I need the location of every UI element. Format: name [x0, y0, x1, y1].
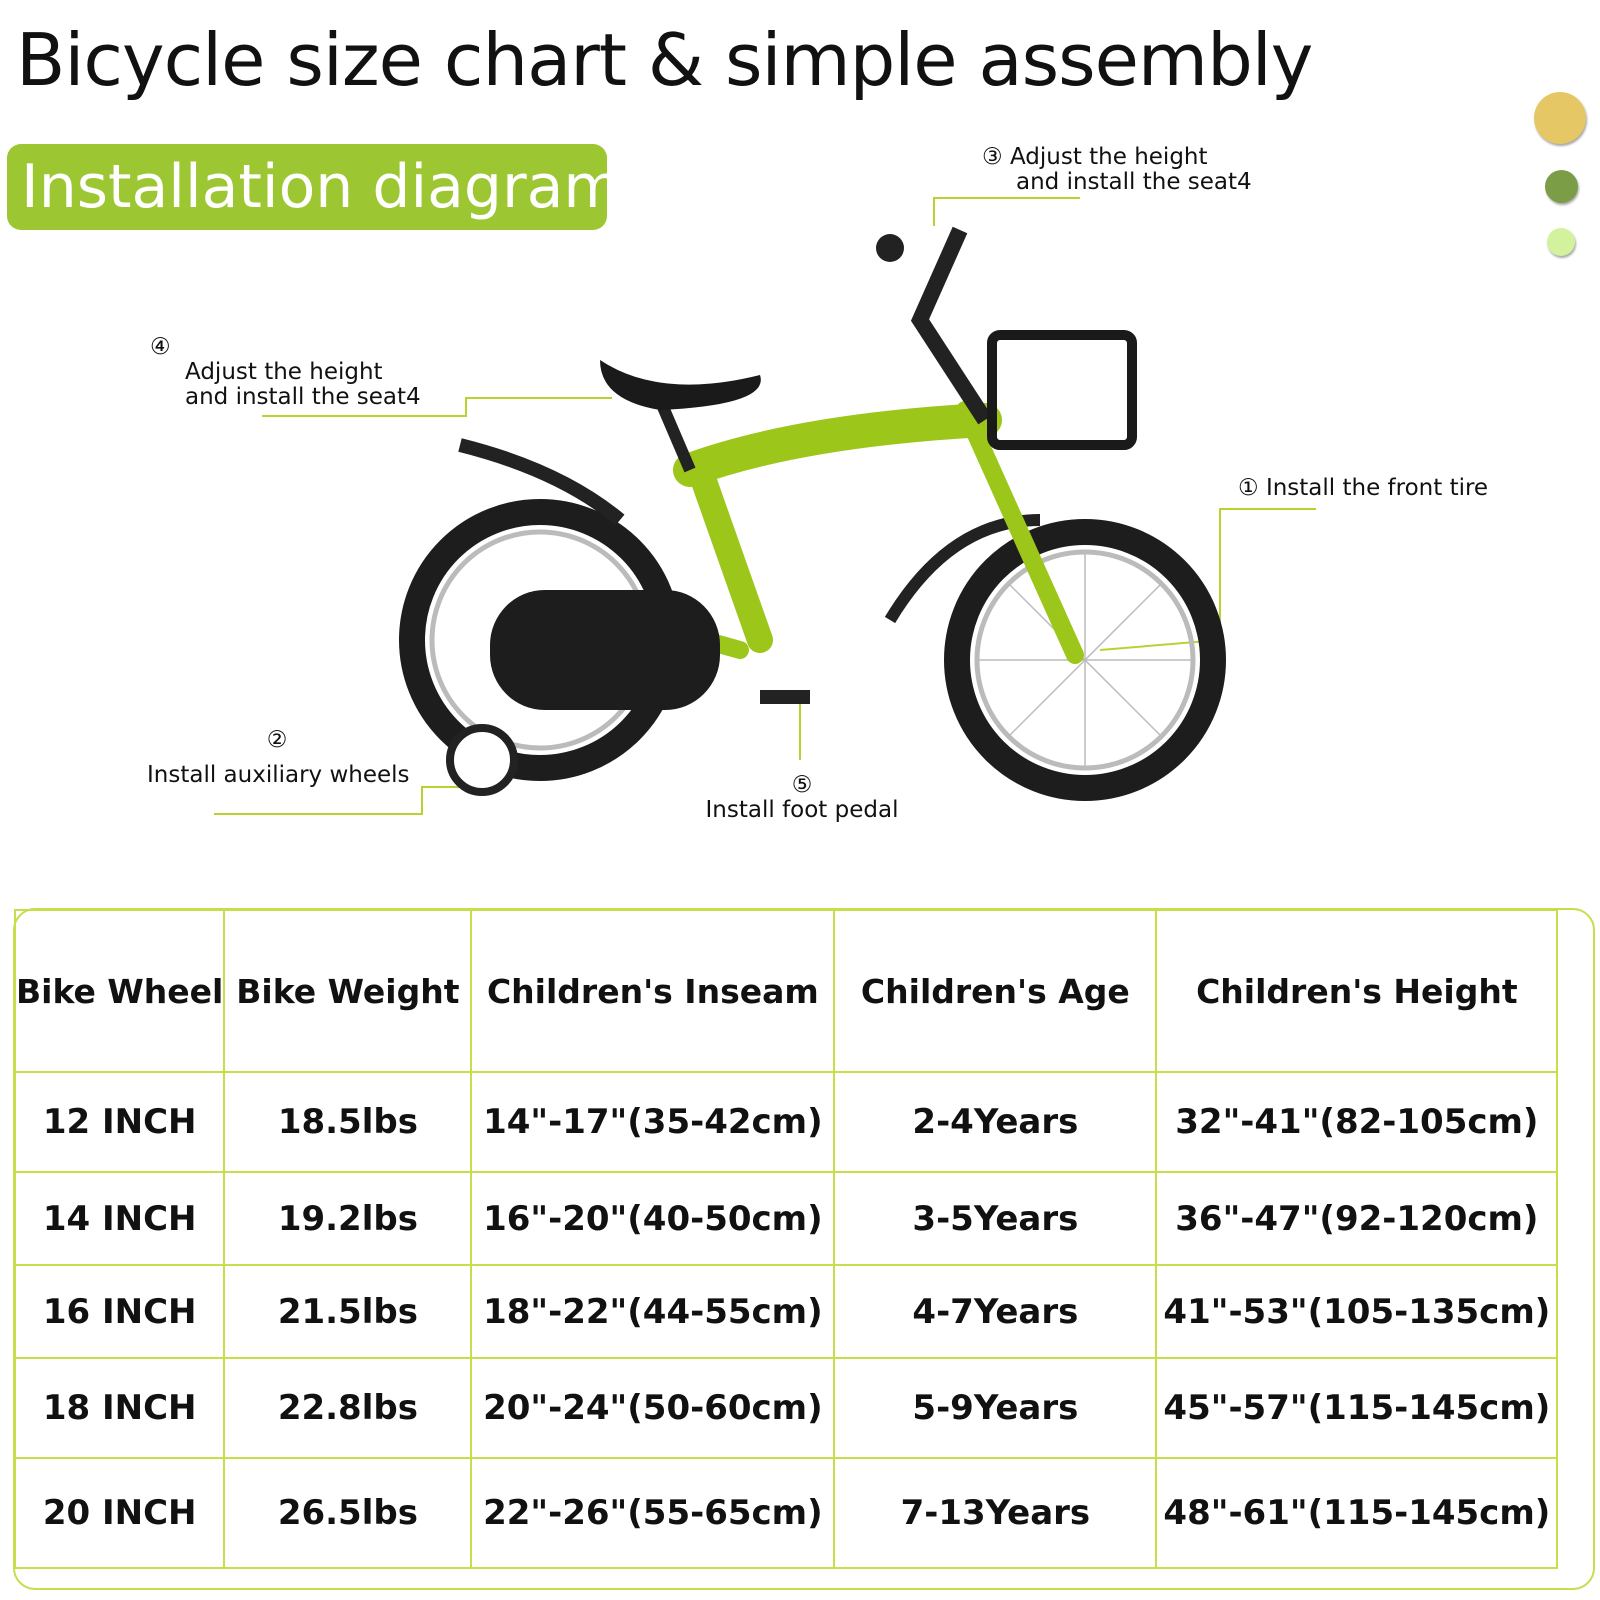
- cell-wheel: 14 INCH: [13, 1171, 226, 1266]
- cell-weight: 18.5lbs: [223, 1071, 473, 1173]
- basket: [987, 330, 1137, 450]
- header-inseam: Children's Inseam: [470, 909, 836, 1073]
- color-swatch-yellow[interactable]: [1534, 92, 1586, 144]
- cell-inseam: 14"-17"(35-42cm): [470, 1071, 836, 1173]
- step-number-5: ⑤: [791, 772, 813, 798]
- header-height: Children's Height: [1155, 909, 1559, 1073]
- cell-inseam: 22"-26"(55-65cm): [470, 1457, 836, 1569]
- cell-age: 4-7Years: [833, 1264, 1158, 1359]
- table-row: 12 INCH 18.5lbs 14"-17"(35-42cm) 2-4Years 32…: [13, 1071, 1559, 1173]
- cell-weight: 26.5lbs: [223, 1457, 473, 1569]
- step-number-3: ③: [982, 144, 1003, 170]
- annotation-seat-top: ③ Adjust the height and install the seat…: [982, 144, 1252, 195]
- cell-height: 36"-47"(92-120cm): [1155, 1171, 1559, 1266]
- annotation-aux-wheels: ② Install auxiliary wheels: [147, 727, 410, 789]
- cell-inseam: 16"-20"(40-50cm): [470, 1171, 836, 1266]
- annotation-seat-left: ④ Adjust the height and install the seat…: [150, 334, 421, 410]
- header-bike-weight: Bike Weight: [223, 909, 473, 1073]
- table-row: 16 INCH 21.5lbs 18"-22"(44-55cm) 4-7Years 41…: [13, 1264, 1559, 1359]
- cell-wheel: 20 INCH: [13, 1457, 226, 1569]
- cell-age: 7-13Years: [833, 1457, 1158, 1569]
- cell-wheel: 12 INCH: [13, 1071, 226, 1173]
- header-bike-wheel: Bike Wheel: [13, 909, 226, 1073]
- handlebar: [910, 226, 992, 425]
- cell-inseam: 18"-22"(44-55cm): [470, 1264, 836, 1359]
- seat-post: [654, 397, 696, 473]
- page-title: Bicycle size chart & simple assembly: [16, 18, 1313, 102]
- header-age: Children's Age: [833, 909, 1158, 1073]
- cell-height: 48"-61"(115-145cm): [1155, 1457, 1559, 1569]
- cell-weight: 21.5lbs: [223, 1264, 473, 1359]
- table-row: 14 INCH 19.2lbs 16"-20"(40-50cm) 3-5Years 36…: [13, 1171, 1559, 1266]
- cell-weight: 22.8lbs: [223, 1357, 473, 1459]
- step-number-2: ②: [266, 727, 288, 753]
- size-chart-table: Bike Wheel Bike Weight Children's Inseam…: [13, 909, 1559, 1569]
- step-number-4: ④: [150, 334, 171, 360]
- installation-diagram-badge: Installation diagram: [7, 144, 622, 230]
- cell-age: 2-4Years: [833, 1071, 1158, 1173]
- color-swatch-light-green[interactable]: [1547, 228, 1575, 256]
- cell-wheel: 18 INCH: [13, 1357, 226, 1459]
- grip: [876, 234, 904, 262]
- bicycle-illustration: FKZNPJ: [399, 226, 1226, 801]
- cell-age: 3-5Years: [833, 1171, 1158, 1266]
- rear-fender: [458, 438, 625, 526]
- seat: [600, 360, 761, 410]
- cell-weight: 19.2lbs: [223, 1171, 473, 1266]
- leader-lines: [214, 197, 1316, 815]
- annotation-front-tire: ① Install the front tire: [1238, 475, 1489, 501]
- front-wheel: [944, 519, 1226, 801]
- cell-height: 45"-57"(115-145cm): [1155, 1357, 1559, 1459]
- annotation-pedal: ⑤ Install foot pedal: [705, 772, 899, 823]
- step-number-1: ①: [1238, 475, 1259, 501]
- cell-age: 5-9Years: [833, 1357, 1158, 1459]
- cell-height: 32"-41"(82-105cm): [1155, 1071, 1559, 1173]
- table-row: 20 INCH 26.5lbs 22"-26"(55-65cm) 7-13Years 4…: [13, 1457, 1559, 1569]
- cell-height: 41"-53"(105-135cm): [1155, 1264, 1559, 1359]
- pedal: [760, 690, 810, 704]
- cell-inseam: 20"-24"(50-60cm): [470, 1357, 836, 1459]
- training-wheel: [446, 724, 518, 796]
- color-swatch-green[interactable]: [1545, 170, 1578, 203]
- table-header-row: Bike Wheel Bike Weight Children's Inseam…: [13, 909, 1559, 1073]
- cell-wheel: 16 INCH: [13, 1264, 226, 1359]
- chain-guard: [490, 590, 720, 710]
- table-row: 18 INCH 22.8lbs 20"-24"(50-60cm) 5-9Years 45…: [13, 1357, 1559, 1459]
